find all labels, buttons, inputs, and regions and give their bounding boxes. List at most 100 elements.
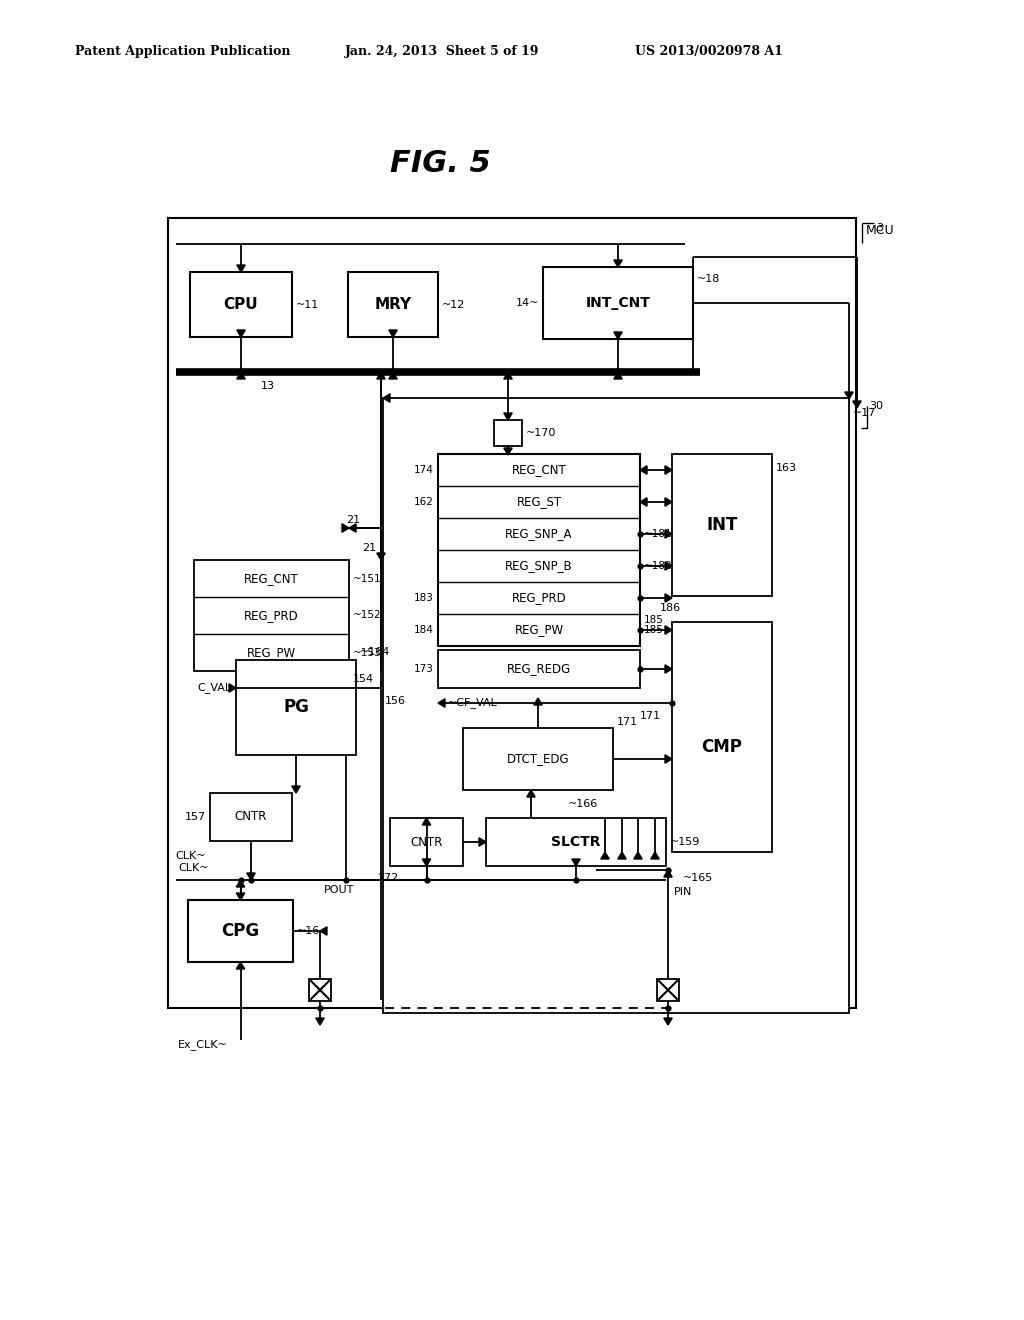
Text: ~164: ~164: [360, 647, 390, 657]
Text: 14~: 14~: [516, 298, 539, 308]
Text: CNTR: CNTR: [234, 810, 267, 824]
Polygon shape: [422, 818, 431, 825]
Text: REG_REDG: REG_REDG: [507, 663, 571, 676]
Polygon shape: [665, 626, 672, 634]
Text: MCU: MCU: [866, 223, 895, 236]
Polygon shape: [665, 562, 672, 570]
Text: CLK~: CLK~: [178, 863, 209, 873]
Text: 162: 162: [414, 498, 434, 507]
Text: 185: 185: [644, 615, 664, 624]
Text: POUT: POUT: [324, 884, 354, 895]
Bar: [657, 979, 679, 1001]
Text: 174: 174: [414, 465, 434, 475]
Polygon shape: [526, 789, 536, 797]
Text: MRY: MRY: [375, 297, 412, 312]
Polygon shape: [613, 333, 623, 339]
Bar: [190, 272, 292, 337]
Text: INT: INT: [707, 516, 737, 535]
Bar: [486, 818, 666, 866]
Bar: [672, 454, 772, 597]
Text: CNTR: CNTR: [411, 836, 442, 849]
Polygon shape: [665, 498, 672, 506]
Polygon shape: [665, 529, 672, 539]
Text: CLK~: CLK~: [175, 851, 206, 861]
Polygon shape: [237, 962, 245, 969]
Polygon shape: [504, 413, 512, 420]
Text: 21: 21: [346, 515, 360, 525]
Text: 30: 30: [869, 401, 883, 411]
Text: ~170: ~170: [526, 428, 556, 438]
Polygon shape: [665, 755, 672, 763]
Text: 184: 184: [414, 624, 434, 635]
Text: ~166: ~166: [568, 799, 598, 809]
Text: ~165: ~165: [683, 873, 714, 883]
Text: 163: 163: [776, 463, 797, 473]
Bar: [383, 399, 849, 1012]
Text: 21: 21: [361, 543, 376, 553]
Text: ~CF_VAL: ~CF_VAL: [449, 697, 498, 709]
Text: REG_PW: REG_PW: [514, 623, 563, 636]
Polygon shape: [853, 401, 861, 408]
Polygon shape: [438, 698, 445, 708]
Bar: [463, 729, 613, 789]
Text: REG_SNP_B: REG_SNP_B: [505, 560, 572, 573]
Text: 3: 3: [876, 223, 883, 234]
Text: REG_CNT: REG_CNT: [512, 463, 566, 477]
Polygon shape: [504, 447, 512, 455]
Text: FIG. 5: FIG. 5: [389, 149, 490, 177]
Text: REG_ST: REG_ST: [516, 495, 561, 508]
Polygon shape: [237, 880, 245, 887]
Text: 173: 173: [414, 664, 434, 675]
Text: ~17: ~17: [853, 408, 877, 418]
Text: Patent Application Publication: Patent Application Publication: [75, 45, 291, 58]
Text: CPU: CPU: [223, 297, 258, 312]
Polygon shape: [534, 698, 542, 705]
Bar: [210, 793, 292, 841]
Polygon shape: [651, 851, 659, 859]
Bar: [236, 660, 356, 755]
Polygon shape: [389, 330, 397, 337]
Polygon shape: [377, 553, 385, 560]
Polygon shape: [665, 665, 672, 673]
Text: ~18: ~18: [697, 275, 720, 284]
Text: US 2013/0020978 A1: US 2013/0020978 A1: [635, 45, 783, 58]
Bar: [543, 267, 693, 339]
Polygon shape: [237, 372, 245, 379]
Text: REG_PRD: REG_PRD: [512, 591, 566, 605]
Polygon shape: [383, 393, 390, 403]
Text: PIN: PIN: [674, 887, 692, 898]
Text: REG_CNT: REG_CNT: [244, 572, 299, 585]
Text: 183: 183: [414, 593, 434, 603]
Text: C_VAL: C_VAL: [198, 682, 232, 693]
Bar: [194, 560, 349, 671]
Text: ~153: ~153: [353, 648, 382, 657]
Text: REG_SNP_A: REG_SNP_A: [505, 528, 572, 540]
Text: PG: PG: [283, 698, 309, 717]
Text: DTCT_EDG: DTCT_EDG: [507, 752, 569, 766]
Text: REG_PW: REG_PW: [247, 645, 296, 659]
Text: 156: 156: [385, 696, 406, 706]
Polygon shape: [634, 851, 642, 859]
Text: ~159: ~159: [670, 837, 700, 847]
Text: Jan. 24, 2013  Sheet 5 of 19: Jan. 24, 2013 Sheet 5 of 19: [345, 45, 540, 58]
Text: INT_CNT: INT_CNT: [586, 296, 650, 310]
Bar: [348, 272, 438, 337]
Polygon shape: [389, 372, 397, 379]
Text: ~182: ~182: [644, 561, 673, 572]
Bar: [438, 454, 640, 645]
Polygon shape: [613, 372, 623, 379]
Text: 185: 185: [644, 624, 664, 635]
Polygon shape: [237, 330, 245, 337]
Polygon shape: [617, 851, 627, 859]
Polygon shape: [664, 870, 672, 876]
Polygon shape: [504, 372, 512, 379]
Text: ~12: ~12: [442, 300, 465, 309]
Polygon shape: [292, 785, 300, 793]
Text: CMP: CMP: [701, 738, 742, 756]
Polygon shape: [319, 927, 327, 935]
Text: ~16: ~16: [297, 927, 321, 936]
Polygon shape: [349, 524, 356, 532]
Text: 171: 171: [617, 717, 638, 727]
Polygon shape: [665, 594, 672, 602]
Polygon shape: [664, 1018, 672, 1026]
